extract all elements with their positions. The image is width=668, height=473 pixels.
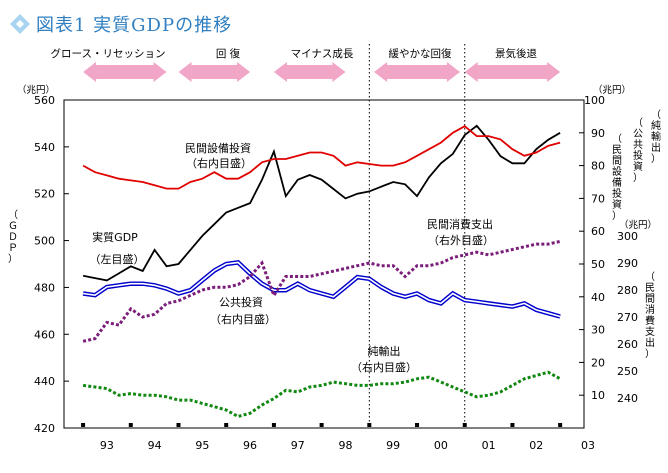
phase-band: グロース・リセッション 回 復 マイナス成長 緩やかな回復 景気後退 [51, 47, 561, 82]
phase-arrow [273, 62, 346, 82]
x-tick-mark [224, 423, 229, 427]
annotation-consumption-2: （右外目盛） [428, 233, 494, 247]
annotation-capex-1: 民間設備投資 [185, 141, 251, 155]
x-tick-mark [510, 423, 515, 427]
right-inner-tick-label: 30 [591, 324, 605, 337]
x-tick-label: 03 [581, 439, 595, 452]
right-axis-title-netexports: （純輸出） [651, 109, 661, 165]
right-outer-tick-label: 290 [617, 257, 638, 270]
right-outer-tick-label: 240 [617, 392, 638, 405]
left-tick-label: 500 [34, 235, 55, 248]
x-tick-label: 97 [291, 439, 305, 452]
annotation-gdp-2: （左目盛） [90, 252, 145, 266]
inner-unit-label: （兆円） [619, 219, 657, 231]
phase-label: グロース・リセッション [51, 47, 166, 60]
phase-label: 景気後退 [495, 47, 537, 60]
left-tick-label: 560 [34, 94, 55, 107]
right-outer-tick-label: 260 [617, 338, 638, 351]
title-diamond-icon [10, 14, 30, 34]
x-tick-mark [319, 423, 324, 427]
right-inner-tick-label: 10 [591, 389, 605, 402]
series-netexports-line [82, 370, 561, 419]
phase-arrow [83, 62, 167, 82]
series-gdp-line [82, 124, 561, 282]
plot-area [63, 44, 585, 429]
annotation-capex-2: （右内目盛） [186, 156, 252, 170]
x-tick-label: 94 [148, 439, 162, 452]
x-tick-mark [128, 423, 133, 427]
x-tick-label: 99 [386, 439, 400, 452]
right-axis-title-public: （公共投資） [633, 117, 643, 184]
right-outer-tick-label: 250 [617, 365, 638, 378]
outer-axis-title-consumption: （民間消費支出） [645, 271, 655, 360]
annotations: 実質GDP（左目盛）民間設備投資（右内目盛）民間消費支出（右外目盛）公共投資（右… [90, 141, 495, 374]
x-tick-label: 95 [195, 439, 209, 452]
phase-arrow [464, 62, 561, 82]
x-tick-mark [367, 423, 372, 427]
right-outer-tick-label: 280 [617, 284, 638, 297]
phase-label: マイナス成長 [291, 48, 354, 60]
series-layer [82, 124, 561, 419]
annotation-consumption-1: 民間消費支出 [427, 217, 493, 231]
right-inner-tick-label: 60 [591, 225, 605, 238]
phase-label: 回 復 [216, 47, 241, 60]
left-tick-label: 440 [34, 375, 55, 388]
phase-arrow [374, 62, 460, 82]
x-tick-mark [271, 423, 276, 427]
series-public-line [82, 260, 561, 319]
right-outer-tick-label: 300 [617, 230, 638, 243]
phase-label: 緩やかな回復 [389, 47, 452, 60]
annotation-gdp-1: 実質GDP [92, 230, 138, 244]
x-tick-mark [415, 423, 420, 427]
chart-title: 図表1 実質GDPの推移 [36, 15, 232, 36]
left-unit-label: （兆円） [17, 84, 55, 96]
annotation-netexports-2: （右内目盛） [351, 360, 417, 374]
annotation-public-2: （右内目盛） [210, 312, 276, 326]
left-tick-label: 540 [34, 141, 55, 154]
annotation-public-1: 公共投資 [219, 295, 263, 309]
x-tick-mark [176, 423, 181, 427]
axes: 93 94 95 96 97 98 99 00 01 02 03 420 440 460 480 500 520… [8, 84, 661, 452]
left-tick-label: 420 [34, 422, 55, 435]
left-tick-label: 480 [34, 281, 55, 294]
phase-arrow [178, 62, 251, 82]
annotation-netexports-1: 純輸出 [368, 344, 401, 358]
right-axis-title-capex: （民間設備投資） [612, 133, 622, 222]
x-tick-label: 00 [434, 439, 448, 452]
left-axis-title: （ＧＤＰ） [8, 209, 18, 265]
right-inner-tick-label: 70 [591, 192, 605, 205]
right-inner-tick-label: 90 [591, 127, 605, 140]
x-tick-label: 96 [243, 439, 257, 452]
x-tick-label: 01 [482, 439, 496, 452]
series-consumption-line [82, 239, 561, 343]
right-inner-tick-label: 50 [591, 258, 605, 271]
right-inner-tick-label: 40 [591, 291, 605, 304]
x-tick-mark [462, 423, 467, 427]
x-tick-label: 02 [529, 439, 543, 452]
series-capex-line [82, 125, 561, 190]
right-inner-tick-label: 100 [584, 94, 605, 107]
title-group: 図表1 実質GDPの推移 [10, 14, 232, 36]
series-public-line-inner [82, 261, 561, 318]
right-inner-tick-label: 80 [591, 160, 605, 173]
left-tick-label: 460 [34, 328, 55, 341]
right-outer-tick-label: 270 [617, 311, 638, 324]
x-tick-mark [81, 423, 86, 427]
left-tick-label: 520 [34, 188, 55, 201]
x-tick-mark [558, 423, 563, 427]
right-unit-label: （兆円） [593, 84, 631, 96]
right-inner-tick-label: 20 [591, 356, 605, 369]
x-tick-label: 93 [100, 439, 114, 452]
x-tick-label: 98 [338, 439, 352, 452]
